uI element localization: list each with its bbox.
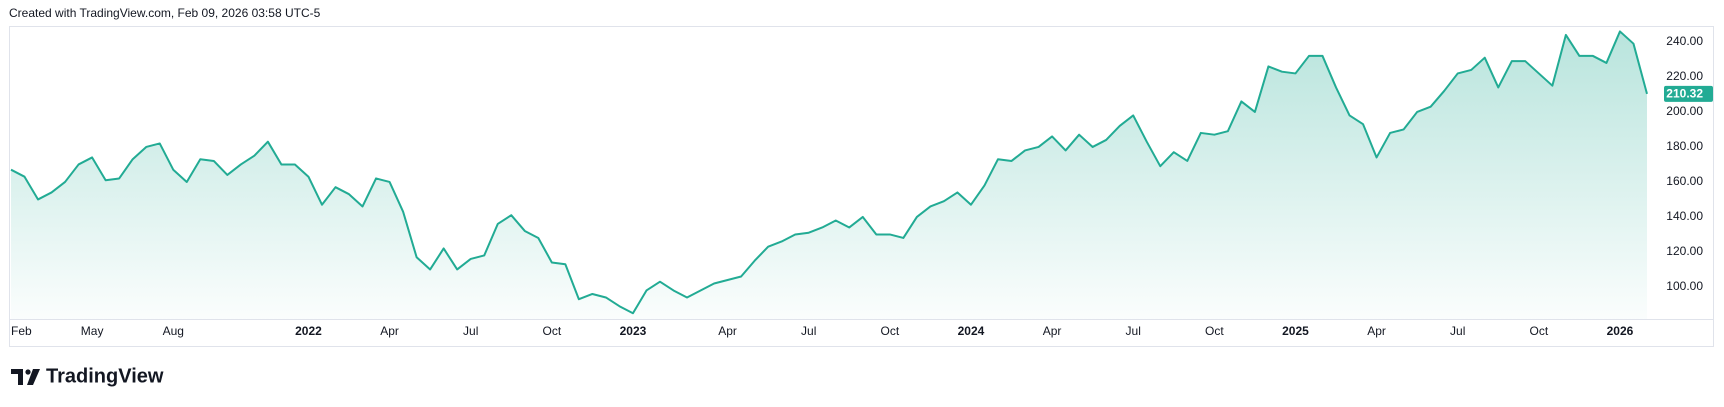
- x-tick-label: 2024: [958, 324, 985, 338]
- x-tick-label: Feb: [11, 324, 32, 338]
- x-tick-label: Oct: [881, 324, 900, 338]
- header-text: Created with TradingView.com, Feb 09, 20…: [9, 6, 321, 20]
- y-tick-label: 120.00: [1666, 244, 1703, 258]
- x-tick-label: Jul: [463, 324, 478, 338]
- x-tick-label: 2022: [295, 324, 322, 338]
- last-price-label: 210.32: [1666, 87, 1703, 101]
- x-tick-label: Jul: [801, 324, 816, 338]
- x-tick-label: 2023: [620, 324, 647, 338]
- x-tick-label: Jul: [1450, 324, 1465, 338]
- logo-icon: [25, 369, 31, 375]
- x-tick-label: Jul: [1126, 324, 1141, 338]
- y-tick-label: 220.00: [1666, 69, 1703, 83]
- x-tick-label: Apr: [380, 324, 399, 338]
- area-fill: [11, 31, 1647, 320]
- logo: TradingView: [11, 365, 164, 387]
- logo-icon: [27, 369, 40, 385]
- x-tick-label: Oct: [1529, 324, 1548, 338]
- x-tick-label: 2025: [1282, 324, 1309, 338]
- x-tick-label: Apr: [1367, 324, 1386, 338]
- y-tick-label: 180.00: [1666, 139, 1703, 153]
- y-tick-label: 240.00: [1666, 34, 1703, 48]
- x-tick-label: Aug: [163, 324, 184, 338]
- price-line: [10, 30, 1648, 315]
- logo-icon: [11, 369, 23, 385]
- x-tick-label: Apr: [718, 324, 737, 338]
- x-tick-label: Oct: [1205, 324, 1224, 338]
- logo-text: TradingView: [46, 365, 164, 387]
- y-tick-label: 100.00: [1666, 279, 1703, 293]
- x-tick-label: Apr: [1043, 324, 1062, 338]
- last-price-tag: [1664, 85, 1713, 102]
- y-tick-label: 160.00: [1666, 174, 1703, 188]
- y-tick-label: 200.00: [1666, 104, 1703, 118]
- x-tick-label: 2026: [1607, 324, 1634, 338]
- chart-frame: [9, 26, 1714, 347]
- x-tick-label: May: [81, 324, 104, 338]
- x-tick-label: Oct: [542, 324, 561, 338]
- y-tick-label: 140.00: [1666, 209, 1703, 223]
